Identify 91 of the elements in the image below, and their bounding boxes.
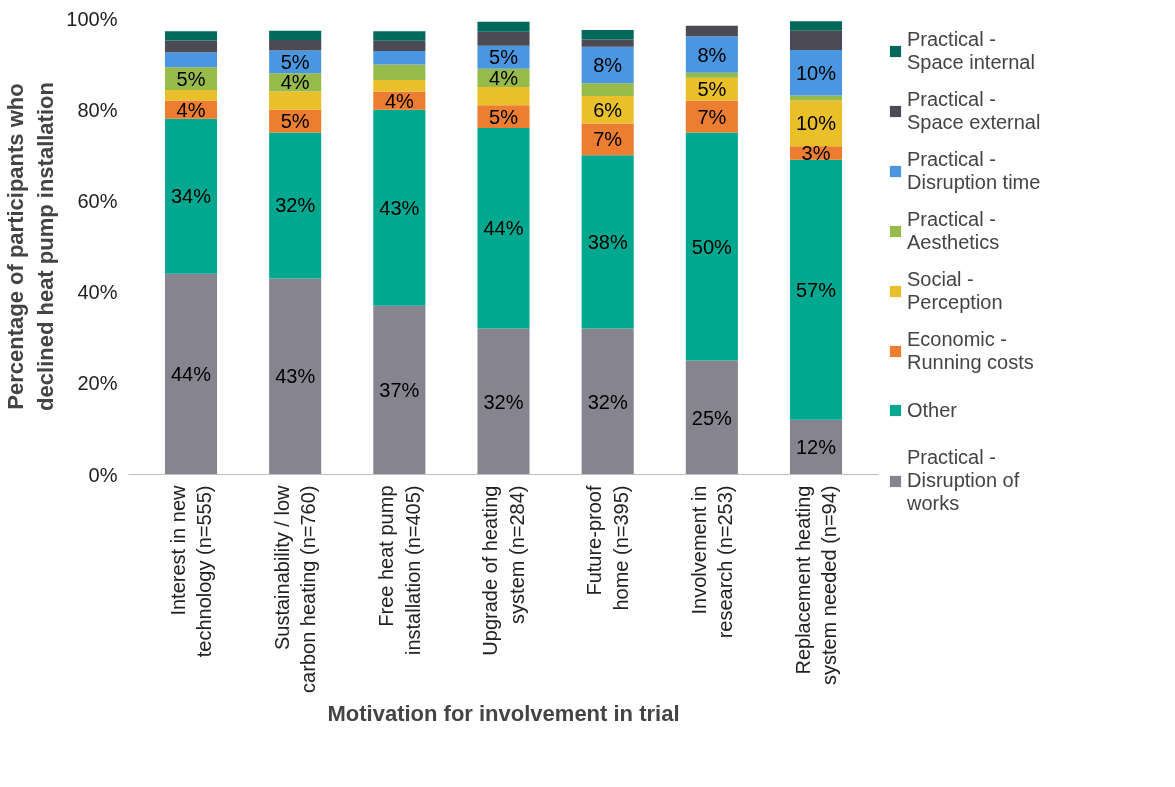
data-label: 37% [379, 379, 420, 402]
data-label: 43% [379, 196, 420, 219]
data-label: 10% [795, 112, 837, 135]
legend-label: Practical - Space external [907, 88, 1041, 134]
bar [477, 86, 530, 106]
legend-label: Practical - Aesthetics [907, 208, 1000, 254]
bar [373, 31, 426, 41]
bar [373, 305, 426, 475]
bar [269, 39, 322, 51]
data-label: 57% [795, 278, 837, 301]
y-tick-label: 100% [66, 7, 118, 30]
data-label: 25% [691, 406, 733, 429]
legend-label: Economic - Running costs [907, 328, 1034, 374]
data-label: 12% [795, 436, 837, 459]
x-tick-label: Free heat pump installation (n=405) [375, 485, 424, 656]
bar [373, 40, 426, 51]
bar [164, 273, 218, 475]
bar [164, 31, 218, 41]
bar [164, 90, 218, 101]
y-axis-title: Percentage of participants who declined heat pump installation [3, 82, 59, 411]
x-tick-label: Upgrade of heating system (n=284) [479, 485, 528, 656]
bar [477, 127, 530, 329]
legend-label: Practical - Disruption time [907, 148, 1041, 194]
data-label: 5% [697, 78, 727, 101]
bar [789, 30, 843, 50]
x-tick-label: Replacement heating system needed (n=94) [791, 485, 841, 686]
data-label: 44% [170, 363, 212, 386]
bar [581, 155, 634, 329]
x-tick-label: Involvement in research (n=253) [687, 485, 737, 639]
legend-label: Practical - Space internal [907, 28, 1035, 74]
bar [269, 91, 322, 110]
data-label: 50% [691, 235, 733, 258]
bar [581, 39, 634, 47]
data-label: 10% [795, 61, 837, 84]
y-tick-label: 20% [77, 372, 118, 395]
bar [373, 50, 426, 65]
bar [477, 328, 530, 475]
data-label: 7% [593, 128, 623, 151]
data-label: 5% [280, 50, 310, 73]
data-label: 5% [176, 67, 206, 90]
bar [373, 64, 426, 81]
bar [477, 21, 530, 32]
data-label: 3% [801, 142, 831, 165]
x-axis-title: Motivation for involvement in trial [327, 700, 680, 726]
y-tick-label: 80% [77, 98, 118, 121]
bar [164, 40, 218, 53]
data-label: 32% [483, 390, 524, 413]
bar [477, 31, 530, 46]
data-label: 4% [176, 98, 206, 121]
data-label: 8% [697, 43, 727, 66]
bar [685, 132, 738, 361]
data-label: 6% [593, 98, 623, 121]
bar [269, 278, 322, 475]
data-label: 32% [275, 194, 316, 217]
legend-label: Practical - Disruption of works [907, 446, 1020, 515]
bar [373, 109, 426, 306]
bar [269, 30, 322, 40]
bar [685, 25, 738, 37]
data-label: 4% [384, 89, 414, 112]
x-tick-label: Sustainability / low carbon heating (n=760) [270, 484, 320, 693]
data-label: 5% [280, 110, 310, 133]
bar [373, 80, 426, 92]
bar [789, 159, 843, 420]
data-label: 32% [587, 390, 628, 413]
x-tick-label: Future-proof home (n=395) [583, 485, 632, 611]
data-label: 8% [593, 54, 623, 77]
data-label: 7% [697, 105, 727, 128]
bar [581, 328, 634, 475]
y-tick-label: 0% [88, 463, 118, 486]
bar [685, 72, 738, 78]
data-label: 34% [170, 185, 212, 208]
legend-label: Social - Perception [907, 268, 1003, 314]
bar [685, 360, 738, 475]
bar [581, 83, 634, 97]
bar [789, 21, 843, 31]
bar [581, 29, 634, 40]
y-tick-label: 40% [77, 281, 118, 304]
data-label: 38% [587, 230, 628, 253]
legend-label: Other [907, 397, 958, 423]
bar [789, 95, 843, 101]
x-tick-label: Interest in new technology (n=555) [166, 484, 216, 658]
data-label: 4% [489, 66, 519, 89]
data-label: 43% [275, 365, 316, 388]
data-label: 5% [489, 105, 519, 128]
data-label: 5% [489, 46, 519, 69]
bar [164, 118, 218, 274]
y-tick-label: 60% [77, 189, 118, 212]
bar [269, 132, 322, 279]
data-label: 44% [483, 217, 524, 240]
bar [164, 52, 218, 68]
data-label: 4% [280, 71, 310, 94]
